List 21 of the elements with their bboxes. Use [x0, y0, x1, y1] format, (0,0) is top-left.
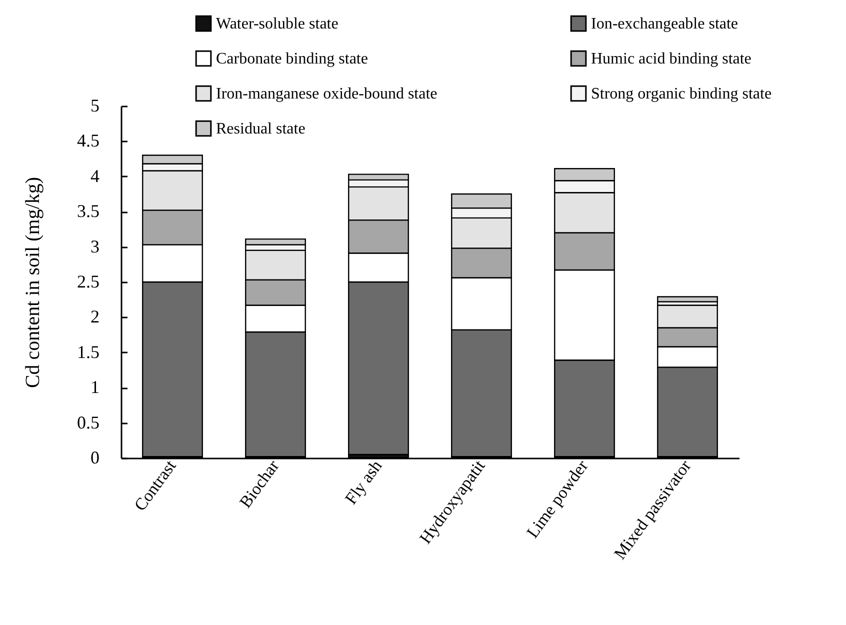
y-tick-label: 4.5 [77, 130, 100, 151]
y-tick-label: 4 [90, 166, 100, 186]
y-tick-label: 1 [90, 377, 100, 398]
legend-label: Carbonate binding state [216, 50, 368, 68]
legend-label: Strong organic binding state [591, 86, 772, 102]
legend-label: Humic acid binding state [591, 50, 752, 68]
y-tick-label: 3.5 [77, 201, 100, 222]
y-tick-label: 2.5 [77, 272, 100, 292]
y-tick-label: 0.5 [77, 412, 100, 432]
y-tick-label: 0 [90, 448, 100, 468]
y-tick-label: 2 [90, 306, 100, 327]
x-tick-label: Fly ash [341, 456, 386, 508]
y-tick-label: 1.5 [77, 342, 100, 362]
legend-label: Ion-exchangeable state [591, 16, 738, 33]
legend-label: Residual state [216, 120, 306, 138]
y-tick-label: 5 [90, 96, 100, 116]
legend-label: Iron-manganese oxide-bound state [216, 86, 438, 102]
legend-label: Water-soluble state [216, 16, 338, 33]
y-axis-title: Cd content in soil (mg/kg) [22, 176, 44, 388]
y-tick-label: 3 [90, 236, 100, 256]
bar [657, 296, 718, 302]
